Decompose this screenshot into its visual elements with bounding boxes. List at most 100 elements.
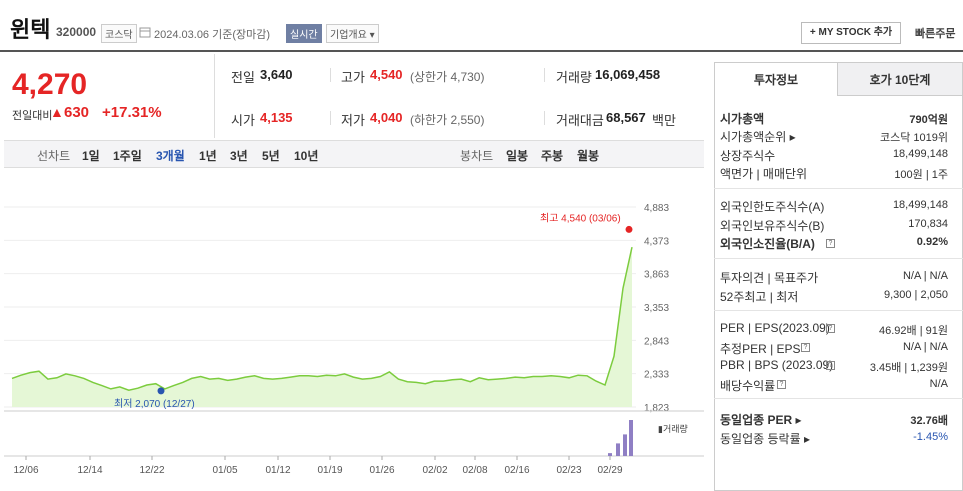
tab-invest-info[interactable]: 투자정보 bbox=[714, 62, 838, 96]
candle-monthly[interactable]: 월봉 bbox=[577, 149, 600, 163]
help-icon[interactable]: ? bbox=[777, 380, 786, 389]
panel-row-label: PBR | BPS (2023.09) bbox=[720, 358, 834, 372]
volume-bar bbox=[623, 434, 627, 456]
quick-order-button[interactable]: 빠른주문 bbox=[915, 28, 956, 40]
panel-row-label: 상장주식수 bbox=[720, 149, 776, 163]
price-chart[interactable]: 4,883 4,373 3,863 3,353 2,843 2,333 1,823 최고 4,… bbox=[4, 170, 704, 491]
panel-row-value: 46.92배 | 91원 bbox=[879, 325, 948, 337]
x-tick-label: 02/16 bbox=[504, 465, 529, 476]
x-tick-label: 12/22 bbox=[139, 465, 164, 476]
panel-row-value: 0.92% bbox=[916, 236, 948, 248]
x-tick-label: 01/19 bbox=[317, 465, 342, 476]
lower-limit: (하한가 2,550) bbox=[410, 113, 485, 127]
volume-value: 16,069,458 bbox=[595, 67, 661, 82]
x-tick-label: 01/12 bbox=[265, 465, 290, 476]
panel-divider bbox=[714, 188, 963, 189]
panel-row-label: 추정PER | EPS bbox=[720, 342, 801, 356]
x-tick-label: 02/23 bbox=[556, 465, 581, 476]
x-tick-label: 02/08 bbox=[462, 465, 487, 476]
panel-row-value: 32.76배 bbox=[910, 415, 948, 427]
panel-row-value: 9,300 | 2,050 bbox=[883, 289, 948, 301]
help-icon[interactable]: ? bbox=[801, 343, 810, 352]
low-marker bbox=[157, 387, 165, 395]
panel-row-value: N/A | N/A bbox=[902, 270, 948, 282]
period-1w[interactable]: 1주일 bbox=[113, 149, 142, 163]
panel-divider bbox=[714, 310, 963, 311]
y-tick-label: 2,333 bbox=[644, 370, 669, 381]
panel-row-label[interactable]: 시가총액순위 ▸ bbox=[720, 130, 796, 144]
change-label: 전일대비 bbox=[12, 110, 53, 122]
x-tick-label: 02/02 bbox=[422, 465, 447, 476]
line-chart-label: 선차트 bbox=[37, 149, 71, 163]
up-arrow-icon: ▲ bbox=[50, 104, 64, 120]
period-3m[interactable]: 3개월 bbox=[156, 149, 185, 163]
open-value: 4,135 bbox=[260, 110, 293, 125]
stock-name: 윈텍 bbox=[10, 17, 51, 42]
volume-bar bbox=[616, 443, 620, 456]
y-tick-label: 3,353 bbox=[644, 303, 669, 314]
period-3y[interactable]: 3년 bbox=[230, 149, 248, 163]
panel-row-label: PER | EPS(2023.09) bbox=[720, 321, 830, 335]
low-annotation: 최저 2,070 (12/27) bbox=[114, 398, 195, 410]
panel-divider bbox=[714, 258, 963, 259]
amount-label: 거래대금 bbox=[556, 113, 604, 128]
price-line bbox=[11, 246, 633, 391]
change-percent: +17.31% bbox=[102, 104, 162, 121]
divider bbox=[544, 111, 545, 125]
low-value: 4,040 bbox=[370, 110, 403, 125]
upper-limit: (상한가 4,730) bbox=[410, 70, 485, 84]
tab-order-book[interactable]: 호가 10단계 bbox=[838, 62, 963, 96]
stock-header bbox=[0, 0, 963, 52]
current-price: 4,270 bbox=[12, 68, 88, 101]
volume-label: ▮거래량 bbox=[658, 423, 688, 434]
add-mystock-button[interactable]: + MY STOCK 추가 bbox=[801, 22, 901, 44]
period-10y[interactable]: 10년 bbox=[294, 149, 319, 163]
divider bbox=[544, 68, 545, 82]
panel-divider bbox=[714, 398, 963, 399]
company-info-dropdown[interactable]: 기업개요 ▾ bbox=[326, 24, 379, 43]
x-tick-label: 02/29 bbox=[597, 465, 622, 476]
panel-row-label[interactable]: 동일업종 PER ▸ bbox=[720, 413, 802, 427]
panel-row-label: 외국인소진율(B/A) bbox=[720, 237, 815, 251]
period-1d[interactable]: 1일 bbox=[82, 149, 100, 163]
y-tick-label: 1,823 bbox=[644, 403, 669, 414]
prev-value: 3,640 bbox=[260, 67, 293, 82]
help-icon[interactable]: ? bbox=[826, 324, 835, 333]
panel-row-label: 52주최고 | 최저 bbox=[720, 290, 799, 304]
low-label: 저가 bbox=[341, 113, 365, 128]
candle-daily[interactable]: 일봉 bbox=[506, 149, 529, 163]
change-amount: 630 bbox=[64, 104, 90, 121]
x-tick-label: 01/05 bbox=[212, 465, 237, 476]
y-tick-label: 4,883 bbox=[644, 203, 669, 214]
high-label: 고가 bbox=[341, 70, 365, 85]
calendar-icon bbox=[139, 27, 151, 38]
panel-row-label: 시가총액 bbox=[720, 112, 765, 126]
panel-row-value: N/A bbox=[929, 378, 948, 390]
amount-value: 68,567 bbox=[606, 110, 646, 125]
y-tick-label: 3,863 bbox=[644, 270, 669, 281]
period-5y[interactable]: 5년 bbox=[262, 149, 280, 163]
help-icon[interactable]: ? bbox=[826, 361, 835, 370]
panel-row-label: 투자의견 | 목표주가 bbox=[720, 271, 819, 285]
stock-code: 320000 bbox=[56, 25, 97, 39]
panel-row-value: 18,499,148 bbox=[892, 199, 948, 211]
realtime-button[interactable]: 실시간 bbox=[286, 24, 322, 43]
candle-weekly[interactable]: 주봉 bbox=[541, 149, 564, 163]
panel-row-label[interactable]: 동일업종 등락률 ▸ bbox=[720, 432, 810, 446]
divider bbox=[330, 111, 331, 125]
panel-row-value: 3.45배 | 1,239원 bbox=[869, 362, 948, 374]
panel-row-value: 코스닥 1019위 bbox=[879, 132, 948, 144]
panel-row-value: 100원 | 1주 bbox=[894, 169, 948, 181]
period-bar bbox=[4, 140, 704, 168]
period-1y[interactable]: 1년 bbox=[199, 149, 217, 163]
price-box bbox=[0, 54, 215, 138]
panel-row-value: -1.45% bbox=[913, 431, 948, 443]
panel-row-label: 외국인한도주식수(A) bbox=[720, 200, 825, 214]
divider bbox=[330, 68, 331, 82]
x-tick-label: 12/14 bbox=[77, 465, 102, 476]
help-icon[interactable]: ? bbox=[826, 239, 835, 248]
x-tick-label: 01/26 bbox=[369, 465, 394, 476]
open-label: 시가 bbox=[231, 113, 255, 128]
candle-chart-label: 봉차트 bbox=[460, 149, 494, 163]
volume-bar bbox=[629, 420, 633, 456]
